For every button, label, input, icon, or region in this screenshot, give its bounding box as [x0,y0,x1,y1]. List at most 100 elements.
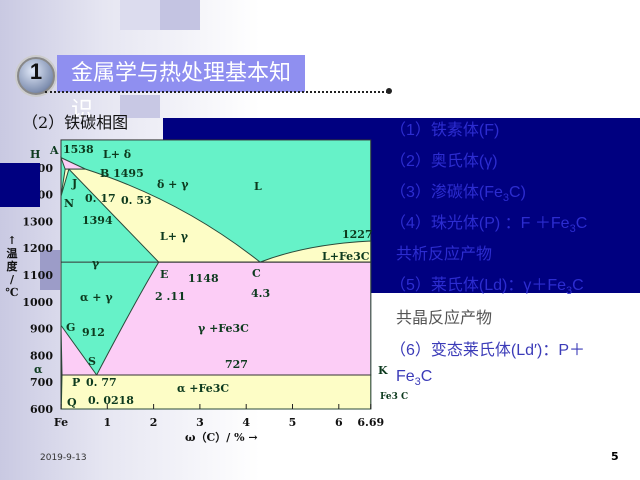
subscript: 3 [569,223,576,236]
x-tick-label: Fe [54,416,68,429]
decor-square [40,250,60,290]
region-delta-gamma [60,168,70,197]
title-underline [45,91,388,93]
subscript: 3 [414,376,421,389]
label-0.0218: 0. 0218 [88,394,134,407]
label-2.11: 2 .11 [155,290,186,303]
label-A: A [49,144,59,157]
label-H: H [30,148,40,161]
label-L: L [254,180,262,193]
list-text: Fe [396,368,415,385]
label-C: C [252,267,261,280]
y-tick-label: 1200 [22,242,53,255]
y-axis-title-char: 温 [7,246,18,260]
list-item: （5）莱氏体(Ld)：γ＋Fe3C [390,271,584,297]
list-item: 共析反应产物 [396,240,492,264]
y-axis-title-char: 度 [7,259,19,273]
underline-dot [386,88,392,94]
section-number: 1 [29,59,43,84]
list-item: （1）铁素体(F) [390,116,499,140]
slide-date: 2019-9-13 [40,453,87,463]
label-G: G [66,321,75,334]
x-tick-label: 1 [103,416,111,429]
label-B-1495: B 1495 [100,167,144,180]
y-axis-title-char: ℃ [5,286,18,299]
y-axis-title: ↑温度/℃ [5,234,18,299]
list-item: 共晶反应产物 [396,304,492,328]
label-0.17: 0. 17 [85,192,116,205]
list-text: C [575,215,588,232]
diagram-labels: H A 1538 L+ δ B 1495 δ + γ L J N 0. 17 0… [30,143,408,444]
y-tick-label: 900 [30,323,53,336]
label-E: E [160,268,168,281]
subscript: 3 [566,285,573,298]
y-tick-label: 1100 [22,269,53,282]
list-text: （2）奥氏体(γ) [390,153,498,170]
list-text: 共晶反应产物 [396,310,493,327]
slide-page-number: 5 [611,450,619,463]
label-912: 912 [82,326,105,339]
y-axis-title-char: ↑ [7,234,16,247]
label-1394: 1394 [82,214,113,227]
list-text: 共析反应产物 [396,246,493,263]
label-gamma-Fe3C: γ +Fe3C [198,322,249,335]
decor-square [160,0,200,30]
label-727: 727 [225,358,248,371]
label-alpha-Fe3C: α +Fe3C [177,382,229,395]
label-4.3: 4.3 [251,287,270,300]
region-L-gamma [67,168,262,263]
list-text: （4）珠光体(P) ：F ＋Fe [390,215,570,232]
label-Q: Q [67,396,77,409]
y-tick-label: 700 [30,376,53,389]
label-1148: 1148 [188,272,219,285]
list-text: C [572,277,584,294]
x-tick-label: 2 [150,416,158,429]
list-text: （5）莱氏体(Ld)：γ＋Fe [390,277,567,294]
subscript: 3 [502,192,510,205]
x-tick-label: 6 [335,416,343,429]
label-N: N [64,197,74,210]
list-item: （2）奥氏体(γ) [390,147,498,171]
region-L-Fe3C [259,240,372,263]
list-text: C [420,368,433,385]
navy-block [0,163,40,207]
list-item: （3）渗碳体(Fe3C) [390,178,526,204]
list-text: （1）铁素体(F) [390,122,500,139]
x-tick-label: 3 [196,416,204,429]
list-text: C) [509,184,526,201]
decor-square [120,0,160,30]
label-alpha-gamma: α + γ [80,291,113,304]
section-subtitle: （2）铁碳相图 [22,113,129,132]
label-L-Fe3C: L+Fe3C [322,250,370,263]
label-alpha: α [34,363,43,376]
label-Fe3C: Fe3 C [380,392,408,402]
y-tick-label: 800 [30,349,53,362]
y-axis-title-char: / [10,273,15,286]
x-tick-label: 5 [289,416,297,429]
label-K: K [378,364,388,377]
list-item: Fe3C [396,368,432,388]
section-number-badge: 1 [17,57,55,95]
slide-title: 金属学与热处理基本知识 [57,55,305,123]
x-axis-title: ω（C）/ % → [185,431,258,444]
label-P: P [72,376,80,389]
label-delta-gamma: δ + γ [157,178,189,191]
label-J: J [71,177,77,190]
label-L-delta: L+ δ [103,148,131,161]
label-S: S [88,355,96,368]
label-0.53: 0. 53 [121,194,152,207]
y-tick-label: 1000 [22,296,53,309]
list-text: （6）变态莱氏体(Ld′)：P＋ [390,342,586,359]
y-tick-label: 1300 [22,215,53,228]
x-tick-label: 6.69 [357,416,384,429]
label-1227: 1227 [342,228,373,241]
decor-square [120,95,160,118]
label-1538: 1538 [63,143,94,156]
x-tick-label: 4 [242,416,250,429]
list-item: （6）变态莱氏体(Ld′)：P＋ [390,336,585,360]
list-text: （3）渗碳体(Fe [390,184,503,201]
label-gamma: γ [92,257,100,270]
label-L-gamma: L+ γ [160,230,189,243]
list-item: （4）珠光体(P) ：F ＋Fe3C [390,209,587,235]
